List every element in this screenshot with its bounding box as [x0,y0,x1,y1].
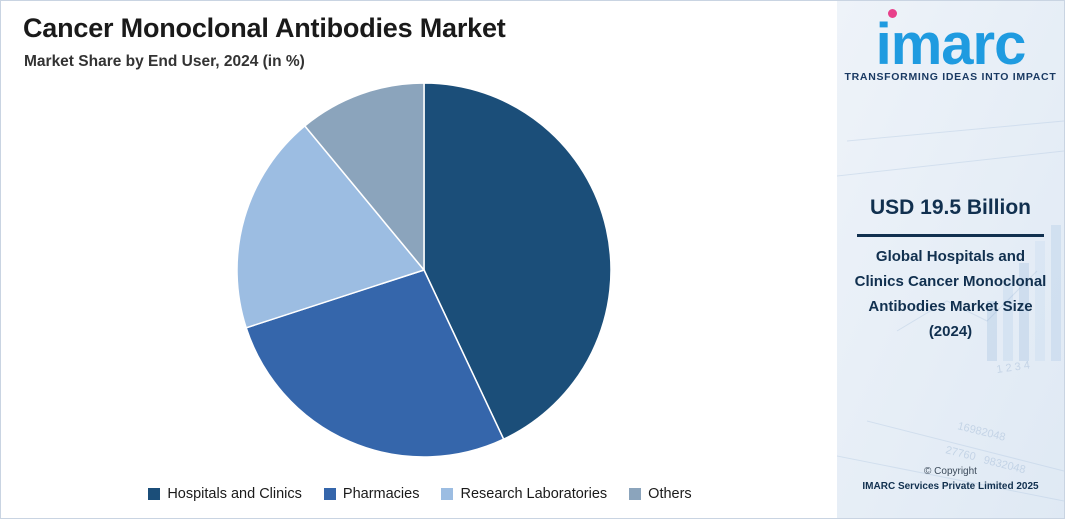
pie-slice [237,124,426,329]
divider [857,234,1044,237]
chart-panel: Cancer Monoclonal Antibodies Market Mark… [1,1,839,518]
imarc-logo: imarc TRANSFORMING IDEAS INTO IMPACT [837,9,1064,83]
logo-wordmark: imarc [875,9,1027,77]
legend-swatch [148,488,161,500]
legend-swatch [441,488,454,500]
legend-item-others: Others [629,486,692,502]
page-title: Cancer Monoclonal Antibodies Market [23,13,506,43]
legend-item-research-laboratories: Research Laboratories [441,486,607,502]
logo-tagline: TRANSFORMING IDEAS INTO IMPACT [844,71,1057,83]
copyright-line-2: IMARC Services Private Limited 2025 [862,481,1039,492]
pie-chart [237,83,611,457]
chart-legend: Hospitals and Clinics Pharmacies Researc… [1,479,839,509]
svg-text:27760: 27760 [944,444,977,463]
svg-text:1 2 3 4: 1 2 3 4 [996,359,1031,376]
legend-label: Others [648,486,692,502]
stat-value: USD 19.5 Billion [869,196,1032,219]
branding-panel: 1 2 3 4 16982048 27760 9832048 imarc TRA… [837,1,1064,518]
svg-text:16982048: 16982048 [956,420,1006,443]
legend-label: Pharmacies [342,486,420,502]
legend-label: Hospitals and Clinics [167,486,302,502]
logo-dot-icon [887,9,897,18]
pie-chart-svg [237,83,611,457]
legend-item-pharmacies: Pharmacies [323,486,420,502]
legend-item-hospitals-and-clinics: Hospitals and Clinics [148,486,302,502]
legend-label: Research Laboratories [460,486,608,502]
chart-subtitle: Market Share by End User, 2024 (in %) [24,53,305,70]
pie-slice [303,83,425,273]
logo-text: imarc [875,12,1027,77]
copyright-block: © Copyright IMARC Services Private Limit… [837,466,1064,492]
copyright-line-1: © Copyright [924,466,977,477]
pie-slice [423,83,611,441]
legend-swatch [629,488,642,500]
pie-slice [245,269,505,457]
legend-swatch [323,488,336,500]
stat-caption: Global Hospitals and Clinics Cancer Mono… [854,248,1047,340]
